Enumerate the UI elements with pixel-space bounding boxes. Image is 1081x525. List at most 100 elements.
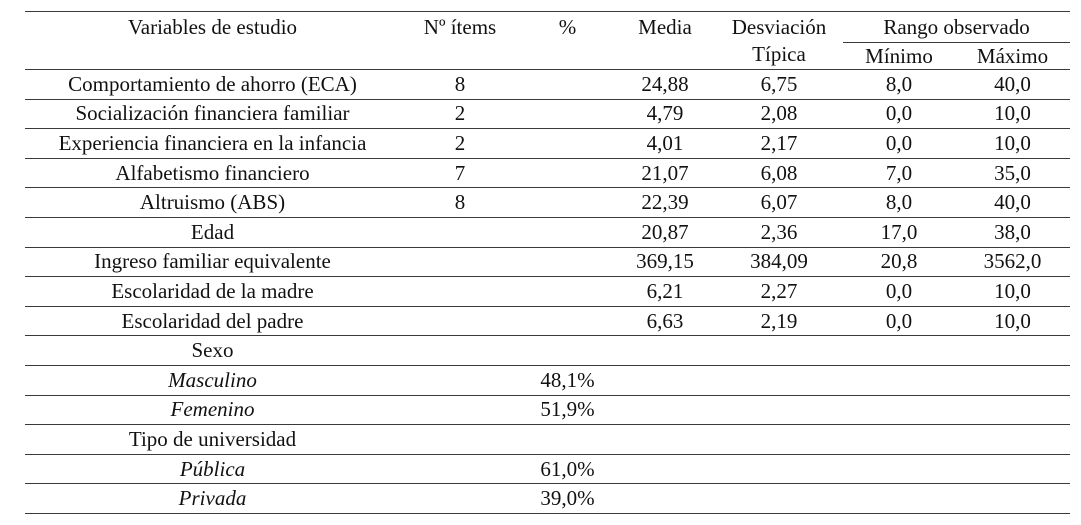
- table-row: Privada 39,0%: [25, 483, 1071, 514]
- cell-minimo: 7,0: [843, 158, 955, 189]
- cell-variable: Altruismo (ABS): [25, 187, 400, 218]
- cell-maximo: 38,0: [955, 217, 1071, 248]
- header-minimo: Mínimo: [843, 42, 955, 70]
- table-row: Sexo: [25, 335, 1071, 366]
- cell-percent: 51,9%: [520, 395, 615, 426]
- table-row: Masculino 48,1%: [25, 365, 1071, 396]
- cell-percent: [520, 424, 615, 455]
- cell-n-items: [400, 483, 520, 514]
- table-body: Comportamiento de ahorro (ECA) 8 24,88 6…: [25, 69, 1071, 514]
- cell-sd: [715, 483, 843, 514]
- cell-sd: [715, 424, 843, 455]
- cell-media: 20,87: [615, 217, 715, 248]
- cell-sd: 2,17: [715, 128, 843, 159]
- cell-maximo: 40,0: [955, 187, 1071, 218]
- cell-minimo: 0,0: [843, 276, 955, 307]
- cell-media: [615, 335, 715, 366]
- cell-sd: [715, 454, 843, 485]
- cell-variable: Alfabetismo financiero: [25, 158, 400, 189]
- cell-media: 4,79: [615, 99, 715, 130]
- cell-percent: [520, 128, 615, 159]
- cell-percent: 61,0%: [520, 454, 615, 485]
- cell-minimo: [843, 483, 955, 514]
- cell-n-items: [400, 247, 520, 278]
- cell-sd: 6,08: [715, 158, 843, 189]
- table-row: Escolaridad del padre 6,63 2,19 0,0 10,0: [25, 306, 1071, 337]
- cell-variable: Experiencia financiera en la infancia: [25, 128, 400, 159]
- cell-variable: Edad: [25, 217, 400, 248]
- cell-percent: 39,0%: [520, 483, 615, 514]
- cell-minimo: [843, 395, 955, 426]
- cell-media: [615, 365, 715, 396]
- cell-variable: Ingreso familiar equivalente: [25, 247, 400, 278]
- cell-n-items: 8: [400, 69, 520, 100]
- header-percent: %: [520, 11, 615, 70]
- cell-n-items: [400, 306, 520, 337]
- cell-n-items: [400, 365, 520, 396]
- cell-percent: [520, 335, 615, 366]
- cell-n-items: [400, 217, 520, 248]
- cell-n-items: 7: [400, 158, 520, 189]
- cell-minimo: 8,0: [843, 69, 955, 100]
- cell-sd: [715, 395, 843, 426]
- cell-maximo: [955, 395, 1071, 426]
- cell-percent: [520, 247, 615, 278]
- cell-variable: Privada: [25, 483, 400, 514]
- cell-n-items: 2: [400, 99, 520, 130]
- cell-variable: Sexo: [25, 335, 400, 366]
- cell-minimo: [843, 335, 955, 366]
- header-n-items: Nº ítems: [400, 11, 520, 70]
- cell-maximo: [955, 483, 1071, 514]
- table-header: Variables de estudio Nº ítems % Media De…: [25, 11, 1071, 70]
- cell-maximo: 10,0: [955, 128, 1071, 159]
- header-variables: Variables de estudio: [25, 11, 400, 70]
- cell-percent: [520, 69, 615, 100]
- cell-minimo: 17,0: [843, 217, 955, 248]
- cell-n-items: 2: [400, 128, 520, 159]
- cell-media: 6,63: [615, 306, 715, 337]
- cell-variable: Escolaridad de la madre: [25, 276, 400, 307]
- cell-maximo: [955, 335, 1071, 366]
- cell-media: 24,88: [615, 69, 715, 100]
- cell-media: 6,21: [615, 276, 715, 307]
- cell-percent: [520, 217, 615, 248]
- table-row: Escolaridad de la madre 6,21 2,27 0,0 10…: [25, 276, 1071, 307]
- table-row: Altruismo (ABS) 8 22,39 6,07 8,0 40,0: [25, 187, 1071, 218]
- cell-maximo: 10,0: [955, 306, 1071, 337]
- cell-minimo: 20,8: [843, 247, 955, 278]
- cell-n-items: [400, 276, 520, 307]
- cell-sd: 2,27: [715, 276, 843, 307]
- cell-sd: [715, 335, 843, 366]
- cell-maximo: [955, 454, 1071, 485]
- cell-n-items: 8: [400, 187, 520, 218]
- cell-media: 4,01: [615, 128, 715, 159]
- cell-sd: 6,07: [715, 187, 843, 218]
- cell-percent: [520, 306, 615, 337]
- cell-minimo: [843, 454, 955, 485]
- header-desviacion-tipica: Desviación Típica: [715, 11, 843, 70]
- cell-sd: 6,75: [715, 69, 843, 100]
- table-row: Pública 61,0%: [25, 454, 1071, 485]
- table-row: Ingreso familiar equivalente 369,15 384,…: [25, 247, 1071, 278]
- cell-sd: 384,09: [715, 247, 843, 278]
- header-rango-observado: Rango observado: [843, 11, 1071, 43]
- table-row: Alfabetismo financiero 7 21,07 6,08 7,0 …: [25, 158, 1071, 189]
- cell-maximo: 35,0: [955, 158, 1071, 189]
- cell-media: [615, 454, 715, 485]
- cell-variable: Masculino: [25, 365, 400, 396]
- cell-maximo: 10,0: [955, 99, 1071, 130]
- header-media: Media: [615, 11, 715, 70]
- cell-minimo: 0,0: [843, 99, 955, 130]
- table-row: Femenino 51,9%: [25, 395, 1071, 426]
- cell-media: 369,15: [615, 247, 715, 278]
- header-maximo: Máximo: [955, 42, 1071, 70]
- cell-sd: 2,19: [715, 306, 843, 337]
- cell-media: [615, 424, 715, 455]
- table-row: Experiencia financiera en la infancia 2 …: [25, 128, 1071, 159]
- cell-n-items: [400, 424, 520, 455]
- cell-sd: [715, 365, 843, 396]
- cell-variable: Comportamiento de ahorro (ECA): [25, 69, 400, 100]
- table-row: Edad 20,87 2,36 17,0 38,0: [25, 217, 1071, 248]
- cell-percent: [520, 187, 615, 218]
- descriptive-statistics-table-container: Variables de estudio Nº ítems % Media De…: [25, 11, 1071, 514]
